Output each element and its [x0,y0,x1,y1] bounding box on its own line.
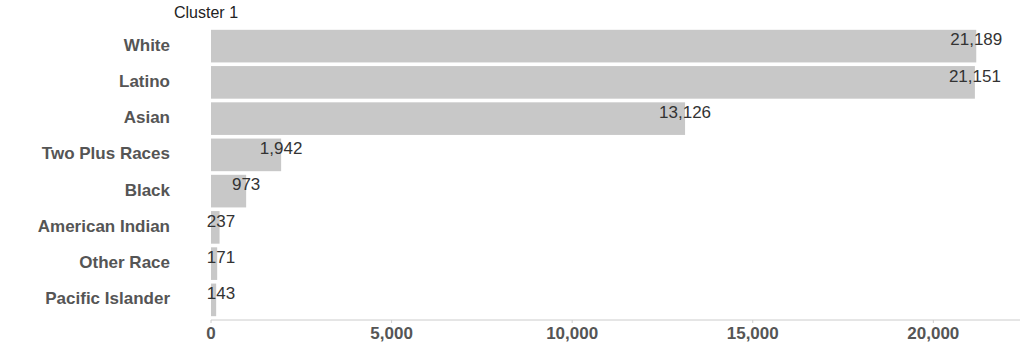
x-tick [933,320,934,323]
category-label: White [124,36,170,55]
category-label: Two Plus Races [42,144,170,163]
x-tick-label: 20,000 [907,324,959,343]
data-label: 13,126 [659,103,711,122]
x-tick-label: 0 [206,324,215,343]
chart-container: Cluster 1White 21,189 Latino 21,151 Asian 13,… [0,0,1024,348]
category-label: Other Race [79,253,170,272]
data-label: 171 [207,248,235,267]
x-tick-label: 10,000 [546,324,598,343]
category-label: Black [125,181,171,200]
data-label: 237 [207,212,235,231]
x-axis-line [211,320,1020,321]
chart-svg: Cluster 1White 21,189 Latino 21,151 Asian 13,… [0,0,1024,348]
category-label: American Indian [38,217,170,236]
bar [211,30,976,63]
category-label: Asian [124,108,170,127]
data-label: 21,151 [949,67,1001,86]
bar [211,66,975,99]
x-tick [752,320,753,323]
x-tick-label: 5,000 [370,324,413,343]
data-label: 1,942 [260,139,303,158]
labels: White 21,189 Latino 21,151 Asian 13,126 Two Pl… [38,30,1003,308]
chart-title: Cluster 1 [174,4,238,21]
bar [211,102,685,135]
category-label: Latino [119,72,170,91]
data-label: 21,189 [950,30,1002,49]
category-label: Pacific Islander [45,289,170,308]
bars [211,30,976,316]
x-tick-label: 15,000 [727,324,779,343]
x-tick [211,320,212,323]
x-tick [391,320,392,323]
data-label: 973 [232,175,260,194]
x-tick [572,320,573,323]
data-label: 143 [207,284,235,303]
